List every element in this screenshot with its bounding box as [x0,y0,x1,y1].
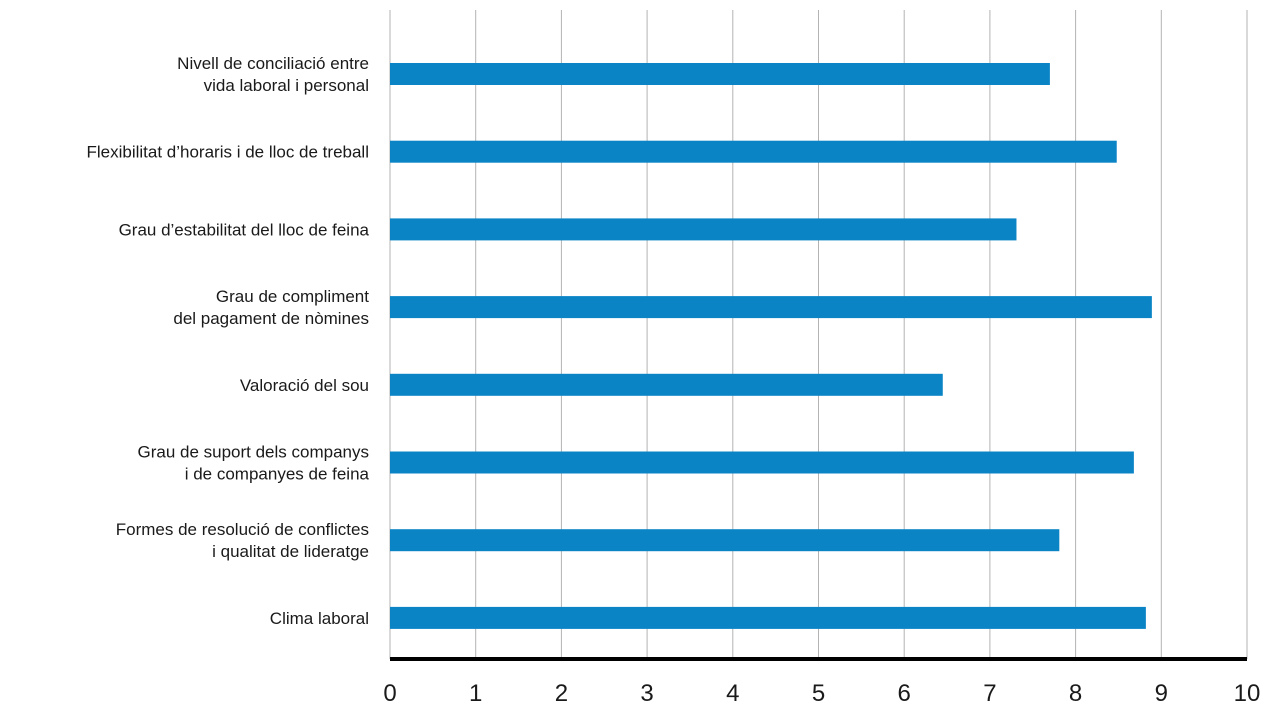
tick-label: 8 [1069,680,1082,707]
category-label-line: Nivell de conciliació entre [177,54,369,73]
category-label-line: Clima laboral [270,609,369,628]
category-label: Flexibilitat d’horaris i de lloc de treb… [86,143,369,162]
category-label-line: i qualitat de lideratge [212,542,369,561]
category-label: Valoració del sou [240,376,369,395]
bar [390,140,1117,163]
tick-label: 6 [898,680,911,707]
tick-label: 10 [1234,680,1261,707]
category-label: Grau d’estabilitat del lloc de feina [119,220,370,239]
category-label-line: Grau de compliment [216,287,369,306]
tick-label: 5 [812,680,825,707]
tick-labels: 0 1 2 3 4 5 6 7 8 9 10 [383,680,1260,707]
category-label-line: Grau d’estabilitat del lloc de feina [119,220,370,239]
bar [390,296,1152,319]
category-label-line: vida laboral i personal [204,76,369,95]
category-label-line: Flexibilitat d’horaris i de lloc de treb… [86,143,369,162]
tick-label: 3 [640,680,653,707]
tick-label: 0 [383,680,396,707]
category-label: Grau de compliment del pagament de nòmine… [173,287,369,328]
tick-label: 7 [983,680,996,707]
tick-label: 9 [1155,680,1168,707]
bar [390,218,1017,241]
category-label-line: Grau de suport dels companys [137,443,369,462]
bar [390,451,1134,474]
tick-label: 2 [555,680,568,707]
category-labels: Nivell de conciliació entre vida laboral … [86,54,369,628]
category-label: Clima laboral [270,609,369,628]
category-label-line: Formes de resolució de conflictes [116,520,369,539]
category-label-line: del pagament de nòmines [173,309,369,328]
category-label-line: i de companyes de feina [185,465,370,484]
bar [390,63,1050,85]
bar [390,606,1146,629]
category-label-line: Valoració del sou [240,376,369,395]
category-label: Formes de resolució de conflictes i quali… [116,520,369,561]
category-label: Grau de suport dels companys i de company… [137,443,369,484]
bar [390,373,943,396]
tick-label: 1 [469,680,482,707]
bar [390,529,1060,552]
gridlines [389,10,1248,659]
bars [390,63,1152,629]
category-label: Nivell de conciliació entre vida laboral … [177,54,369,95]
tick-label: 4 [726,680,739,707]
